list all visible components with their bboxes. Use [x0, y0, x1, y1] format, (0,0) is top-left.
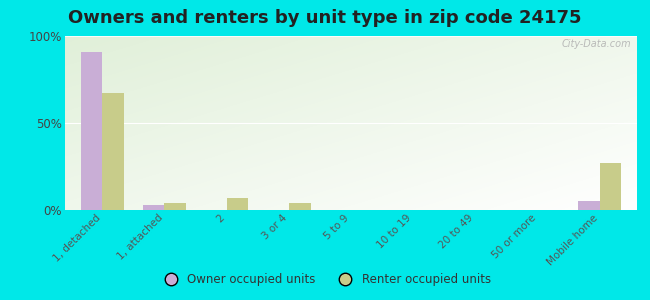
- Bar: [227, 198, 248, 210]
- Bar: [143, 205, 164, 210]
- Bar: [164, 203, 187, 210]
- Legend: Owner occupied units, Renter occupied units: Owner occupied units, Renter occupied un…: [154, 269, 496, 291]
- Bar: [578, 201, 600, 210]
- Bar: [81, 52, 102, 210]
- Bar: [289, 203, 311, 210]
- Bar: [600, 163, 621, 210]
- Text: City-Data.com: City-Data.com: [562, 40, 631, 50]
- Bar: [102, 93, 124, 210]
- Text: Owners and renters by unit type in zip code 24175: Owners and renters by unit type in zip c…: [68, 9, 582, 27]
